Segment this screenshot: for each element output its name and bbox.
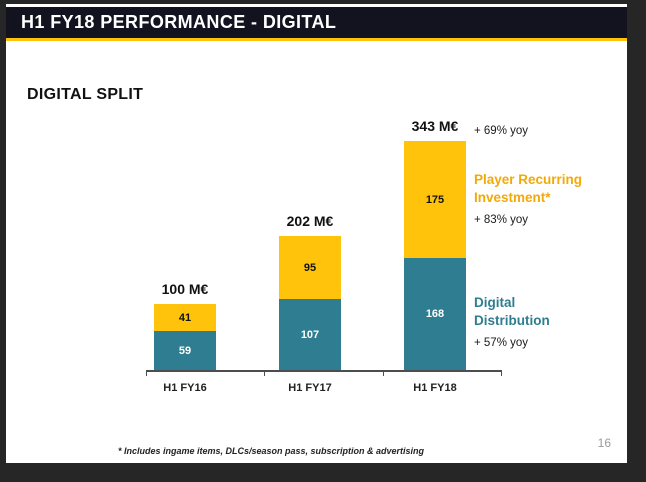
bar-h1-fy18: 343 M€ 175 168 bbox=[404, 118, 466, 370]
category-label: H1 FY16 bbox=[163, 382, 207, 394]
legend-digital-distribution-label: Digital Distribution bbox=[474, 295, 550, 328]
footnote: * Includes ingame items, DLCs/season pas… bbox=[117, 446, 425, 456]
total-growth-annotation: + 69% yoy bbox=[474, 125, 529, 137]
legend-digital-distribution: Digital Distribution + 57% yoy bbox=[474, 294, 586, 349]
bar-segment-digital-distribution: 107 bbox=[279, 299, 341, 370]
bar-segment-player-recurring-investment: 175 bbox=[404, 141, 466, 258]
header-underline bbox=[6, 38, 627, 41]
bar-segment-player-recurring-investment: 95 bbox=[279, 236, 341, 299]
bar-segment-digital-distribution: 168 bbox=[404, 258, 466, 370]
page-number: 16 bbox=[597, 436, 611, 450]
legend-player-recurring-investment-label: Player Recurring Investment* bbox=[474, 172, 583, 205]
bar-total-label: 343 M€ bbox=[411, 118, 459, 134]
slide: H1 FY18 PERFORMANCE - DIGITAL DIGITAL SP… bbox=[6, 4, 627, 463]
bar-segment-digital-distribution: 59 bbox=[154, 331, 216, 370]
digital-distribution-growth: + 57% yoy bbox=[474, 337, 529, 350]
category-label: H1 FY18 bbox=[413, 382, 457, 394]
axis-tick bbox=[146, 372, 147, 376]
x-axis-line bbox=[146, 370, 502, 376]
slide-header-title: H1 FY18 PERFORMANCE - DIGITAL bbox=[21, 12, 337, 32]
axis-tick bbox=[501, 372, 502, 376]
axis-tick bbox=[264, 372, 265, 376]
chart: 100 M€ 41 59 H1 FY16 202 M€ 95 107 H1 FY17 343 M… bbox=[146, 112, 502, 394]
section-title: DIGITAL SPLIT bbox=[27, 86, 144, 103]
bar-total-label: 100 M€ bbox=[161, 281, 209, 297]
category-label: H1 FY17 bbox=[288, 382, 332, 394]
legend-player-recurring-investment: Player Recurring Investment* + 83% yoy bbox=[474, 171, 616, 226]
slide-header: H1 FY18 PERFORMANCE - DIGITAL bbox=[6, 7, 627, 38]
bar-segment-player-recurring-investment: 41 bbox=[154, 304, 216, 331]
axis-tick bbox=[383, 372, 384, 376]
bar-total-label: 202 M€ bbox=[286, 213, 334, 229]
bar-h1-fy17: 202 M€ 95 107 bbox=[279, 213, 341, 370]
bar-h1-fy16: 100 M€ 41 59 bbox=[154, 281, 216, 370]
player-recurring-investment-growth: + 83% yoy bbox=[474, 214, 529, 227]
